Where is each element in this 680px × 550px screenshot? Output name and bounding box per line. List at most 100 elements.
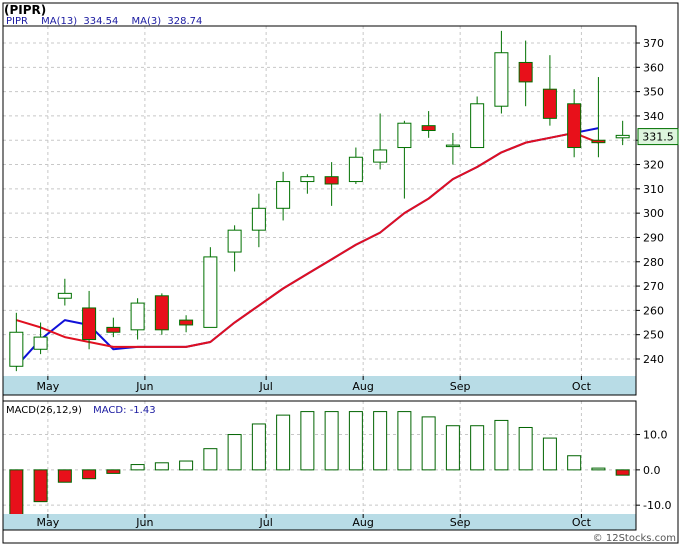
candle-up [33, 322, 48, 355]
candle-down [518, 40, 533, 107]
candle-body [251, 207, 266, 231]
macd-bar-positive [276, 414, 291, 471]
moving-average-lines [15, 127, 599, 367]
price-y-tick-label: 350 [643, 86, 664, 99]
price-x-tick-label: Jun [135, 380, 153, 393]
price-y-tick-label: 370 [643, 37, 664, 50]
macd-bar-positive [348, 411, 363, 471]
macd-bar-positive [445, 425, 460, 471]
candle-down [324, 162, 339, 206]
chart-title: (PIPR) [4, 3, 46, 17]
macd-x-tick-label: Oct [572, 516, 592, 529]
macd-bar-positive [251, 423, 266, 471]
price-panel-frame [2, 25, 637, 396]
macd-legend-value: -1.43 [130, 405, 156, 416]
candle-body [9, 331, 24, 367]
candle-body [130, 302, 145, 331]
candle-up [9, 312, 24, 372]
macd-bar-positive [324, 411, 339, 471]
candle-body [421, 125, 436, 132]
price-y-tick-label: 340 [643, 110, 664, 123]
price-x-tick-label: Sep [450, 380, 471, 393]
candle-body [591, 139, 606, 144]
macd-bar-positive [179, 460, 194, 471]
last-price-badge-box [637, 128, 679, 146]
candle-body [445, 144, 460, 148]
price-x-tick-label: Oct [572, 380, 592, 393]
macd-x-tick-label: Jul [259, 516, 273, 529]
macd-bar-positive [397, 411, 412, 471]
macd-bars [9, 411, 630, 517]
candle-body [397, 122, 412, 149]
ma3-line [16, 131, 599, 348]
price-gridlines [3, 26, 636, 376]
macd-bar-positive [373, 411, 388, 471]
macd-legend: MACD(26,12,9) MACD: -1.43 [6, 405, 156, 416]
candle-body [567, 103, 582, 149]
macd-bar-negative [9, 469, 24, 517]
candle-down [179, 315, 194, 333]
macd-bar-positive [591, 467, 606, 471]
macd-y-tick-label: -10.0 [643, 499, 671, 512]
candle-down [106, 317, 121, 338]
candle-up [130, 298, 145, 340]
last-price-badge: 331.5 [637, 128, 679, 146]
candle-up [251, 193, 266, 248]
candle-body [227, 229, 242, 253]
candle-body [179, 319, 194, 326]
price-panel-background [3, 26, 636, 376]
legend-ticker: PIPR [6, 16, 28, 27]
price-y-tick-label: 290 [643, 231, 664, 244]
macd-bar-positive [567, 455, 582, 471]
candle-up [276, 171, 291, 221]
macd-bar-negative [57, 469, 72, 483]
price-y-tick-label: 280 [643, 256, 664, 269]
price-x-axis-band [3, 376, 636, 395]
price-y-axis: 2402502602702802903003103203303403503603… [636, 37, 664, 366]
macd-y-tick-label: 0.0 [643, 464, 661, 477]
macd-bar-negative [106, 469, 121, 474]
price-y-tick-label: 310 [643, 183, 664, 196]
candle-up [203, 247, 218, 328]
candle-down [567, 89, 582, 158]
candle-body [348, 156, 363, 183]
candle-body [324, 176, 339, 185]
candle-body [33, 336, 48, 350]
candle-up [57, 278, 72, 306]
candle-down [154, 293, 169, 335]
macd-x-tick-label: May [36, 516, 59, 529]
candle-body [203, 256, 218, 328]
candle-up [397, 120, 412, 199]
legend-ma3-value: 328.74 [167, 16, 202, 27]
macd-gridlines [3, 401, 636, 514]
macd-bar-positive [227, 434, 242, 471]
candle-body [518, 61, 533, 83]
candle-body [82, 307, 97, 341]
macd-bar-positive [421, 416, 436, 471]
macd-bar-negative [615, 469, 630, 476]
candle-body [57, 292, 72, 299]
macd-x-tick-label: Aug [352, 516, 373, 529]
price-y-tick-label: 240 [643, 353, 664, 366]
price-y-tick-label: 300 [643, 207, 664, 220]
candle-down [542, 55, 557, 126]
macd-bar-negative [82, 469, 97, 480]
legend-ma13-value: 334.54 [83, 16, 118, 27]
macd-x-tick-label: Jun [135, 516, 153, 529]
macd-panel-frame [2, 400, 637, 531]
macd-x-tick-label: Sep [450, 516, 471, 529]
macd-title: MACD(26,12,9) [6, 405, 82, 416]
candle-body [300, 176, 315, 183]
macd-bar-positive [542, 437, 557, 471]
macd-bar-positive [494, 419, 509, 471]
candle-down [591, 77, 606, 158]
price-x-axis-labels: May Jun Jul Aug Sep Oct [36, 376, 592, 393]
candle-up [494, 30, 509, 114]
macd-x-axis-band [3, 514, 636, 530]
candle-body [106, 326, 121, 333]
macd-bar-positive [518, 426, 533, 471]
legend-ma3-label: MA(3) [132, 16, 162, 27]
price-x-tick-label: Jul [259, 380, 273, 393]
